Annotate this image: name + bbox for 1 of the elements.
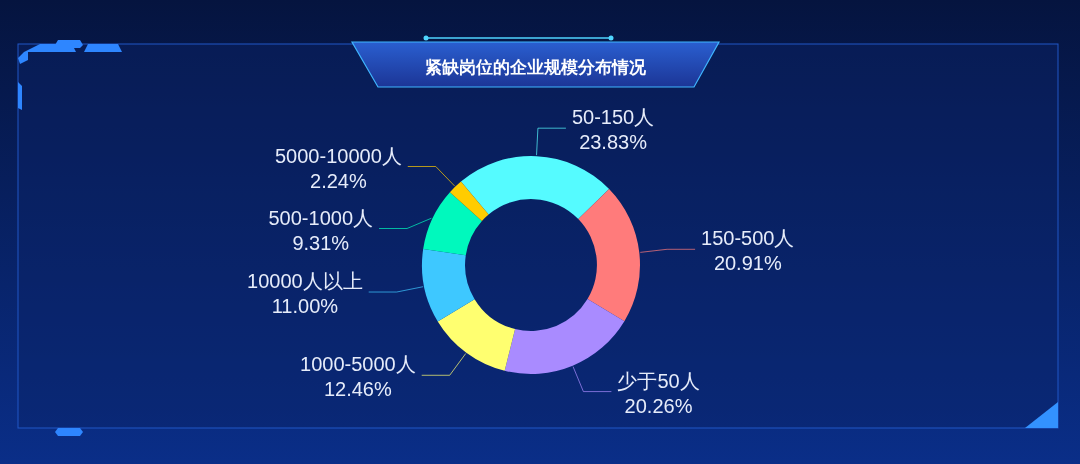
- title: 紧缺岗位的企业规模分布情况: [424, 58, 646, 77]
